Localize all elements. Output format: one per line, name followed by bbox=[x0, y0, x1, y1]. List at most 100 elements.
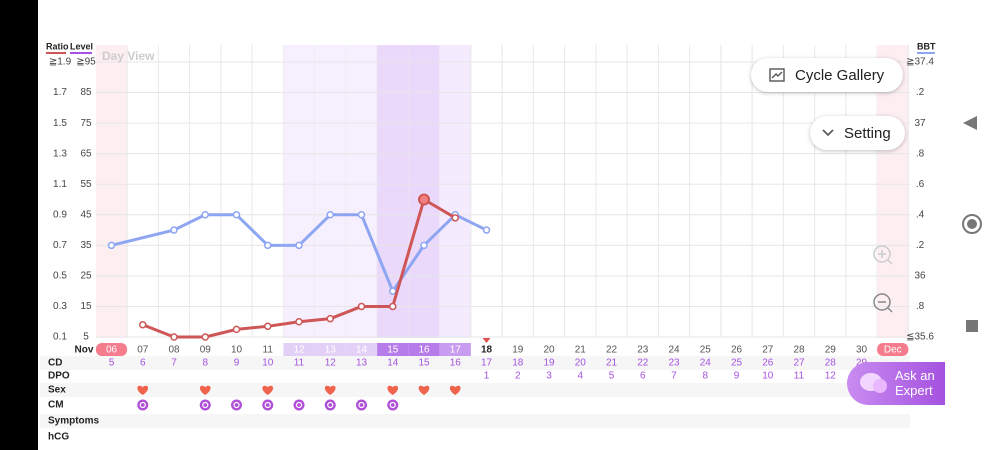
zoom-out[interactable] bbox=[873, 293, 891, 311]
nav-home-dot bbox=[967, 219, 977, 229]
date-label: 23 bbox=[637, 345, 649, 356]
series-point bbox=[357, 211, 366, 219]
nav-recent[interactable] bbox=[966, 320, 978, 332]
bbt-tick-label: .6 bbox=[916, 179, 925, 190]
series-point bbox=[232, 211, 241, 219]
cd-value: 9 bbox=[234, 358, 240, 369]
row-label: CD bbox=[48, 358, 62, 369]
level-tick-label: 45 bbox=[80, 209, 92, 220]
date-pill bbox=[877, 343, 909, 356]
cd-value: 24 bbox=[700, 358, 712, 369]
setting-button[interactable]: Setting bbox=[810, 116, 905, 150]
cycle-gallery-button[interactable]: Cycle Gallery bbox=[751, 58, 903, 92]
cd-value: 11 bbox=[294, 358, 305, 369]
cd-value: 16 bbox=[450, 358, 462, 369]
nav-home[interactable] bbox=[962, 214, 982, 234]
row-label: hCG bbox=[48, 432, 69, 443]
date-label: 25 bbox=[700, 345, 712, 356]
cd-value: 20 bbox=[575, 358, 587, 369]
dpo-value: 5 bbox=[609, 371, 615, 382]
bbt-tick-label: 36 bbox=[914, 271, 926, 282]
sex-heart bbox=[199, 385, 211, 395]
cd-value: 23 bbox=[668, 358, 680, 369]
series-point bbox=[451, 214, 459, 222]
ratio-axis-title: Ratio bbox=[46, 41, 69, 51]
date-label: 06 bbox=[106, 345, 118, 356]
date-label: 10 bbox=[231, 345, 243, 356]
date-label: 13 bbox=[325, 345, 337, 356]
dpo-value: 4 bbox=[577, 371, 583, 382]
today-marker bbox=[482, 338, 491, 343]
dpo-value: 10 bbox=[762, 371, 774, 382]
date-label: 15 bbox=[387, 345, 399, 356]
series-point bbox=[264, 322, 272, 331]
button-label: Ask an Expert bbox=[895, 368, 935, 398]
sex-heart bbox=[387, 385, 399, 395]
bbt-tick-label: .8 bbox=[916, 148, 925, 159]
row-band bbox=[40, 383, 910, 397]
cd-value: 19 bbox=[543, 358, 555, 369]
cm-icon-inner bbox=[358, 401, 365, 409]
dpo-value: 9 bbox=[734, 371, 740, 382]
dpo-value: 2 bbox=[515, 371, 521, 382]
cm-icon-inner bbox=[233, 401, 240, 409]
ask-expert-button[interactable]: Ask an Expert bbox=[847, 362, 945, 405]
plot-area bbox=[96, 45, 910, 338]
date-label: 08 bbox=[168, 345, 180, 356]
ratio-tick-label: 0.3 bbox=[53, 301, 67, 312]
series-point bbox=[201, 211, 209, 219]
date-label: 07 bbox=[137, 345, 149, 356]
ratio-tick-label: 0.9 bbox=[53, 209, 67, 220]
bbt-tick-label: 37 bbox=[914, 118, 926, 129]
date-label: 29 bbox=[825, 345, 837, 356]
cd-value: 27 bbox=[793, 358, 805, 369]
date-label: 26 bbox=[731, 345, 743, 356]
series-point bbox=[326, 314, 334, 323]
date-label: 27 bbox=[762, 345, 774, 356]
dpo-value: 6 bbox=[640, 371, 646, 382]
bbt-tick-label: ≧37.4 bbox=[906, 57, 934, 68]
dpo-value: 1 bbox=[484, 371, 490, 382]
cm-icon-inner bbox=[295, 401, 303, 409]
level-tick-label: 65 bbox=[80, 148, 92, 159]
cm-icon bbox=[231, 399, 242, 411]
date-label: 12 bbox=[293, 345, 305, 356]
series-point bbox=[201, 333, 209, 341]
ratio-tick-label: 1.1 bbox=[53, 179, 67, 190]
zoom-in[interactable] bbox=[873, 245, 891, 263]
cm-icon bbox=[324, 399, 336, 411]
column-shade bbox=[314, 45, 346, 338]
gallery-icon bbox=[769, 68, 785, 82]
sex-heart bbox=[137, 385, 149, 395]
row-label: Symptoms bbox=[48, 416, 100, 427]
cd-value: 25 bbox=[731, 358, 743, 369]
level-tick-label: 85 bbox=[80, 87, 92, 98]
dpo-value: 3 bbox=[546, 371, 552, 382]
ratio-tick-label: 0.7 bbox=[53, 240, 67, 251]
ratio-tick-label: 0.5 bbox=[53, 271, 67, 282]
series-point bbox=[326, 211, 334, 219]
level-tick-label: ≧95 bbox=[76, 57, 96, 68]
zoom-in-icon bbox=[878, 250, 893, 265]
bbt-tick-label: .8 bbox=[916, 301, 925, 312]
nav-back[interactable] bbox=[963, 116, 977, 130]
dpo-value: 8 bbox=[702, 371, 708, 382]
date-label: 11 bbox=[263, 345, 274, 356]
month-label: Nov bbox=[75, 345, 94, 356]
cd-value: 12 bbox=[325, 358, 337, 369]
row-band bbox=[40, 414, 910, 428]
date-pill bbox=[408, 343, 440, 356]
date-label: 20 bbox=[543, 345, 555, 356]
series-point bbox=[482, 226, 491, 234]
date-label: 22 bbox=[606, 345, 618, 356]
level-tick-label: 15 bbox=[80, 301, 92, 312]
cm-icon bbox=[293, 399, 305, 411]
column-shade bbox=[877, 45, 909, 338]
date-label: 19 bbox=[512, 345, 524, 356]
ratio-tick-label: 1.3 bbox=[53, 148, 67, 159]
series-point bbox=[295, 241, 303, 250]
series-point bbox=[264, 241, 272, 250]
cd-value: 5 bbox=[109, 358, 115, 369]
series-point bbox=[357, 302, 366, 311]
